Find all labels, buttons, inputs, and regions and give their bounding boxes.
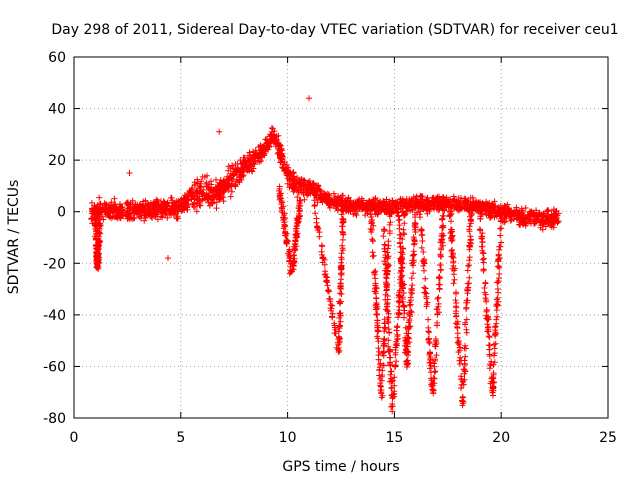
y-tick-label: 20	[48, 153, 66, 169]
y-axis-label: SDTVAR / TECUs	[6, 180, 22, 295]
x-tick-label: 0	[70, 430, 79, 446]
x-tick-label: 20	[492, 430, 510, 446]
scatter-markers	[88, 95, 562, 415]
grid	[74, 57, 608, 418]
ticks: 0 5 10 15 20 25 -80 -60 -40 -20 0 20 40 60	[43, 50, 617, 446]
x-tick-label: 10	[279, 430, 297, 446]
y-tick-label: -40	[43, 308, 66, 324]
x-tick-label: 25	[599, 430, 617, 446]
y-tick-label: -80	[43, 411, 66, 427]
x-tick-label: 5	[176, 430, 185, 446]
data-points	[88, 95, 562, 415]
y-tick-label: 0	[57, 205, 66, 221]
y-tick-label: 40	[48, 102, 66, 118]
y-tick-label: -60	[43, 359, 66, 375]
y-tick-label: 60	[48, 50, 66, 66]
chart-title: Day 298 of 2011, Sidereal Day-to-day VTE…	[51, 22, 618, 38]
y-tick-label: -20	[43, 256, 66, 272]
x-axis-label: GPS time / hours	[282, 459, 399, 475]
plot-frame	[73, 56, 609, 419]
x-tick-label: 15	[385, 430, 403, 446]
